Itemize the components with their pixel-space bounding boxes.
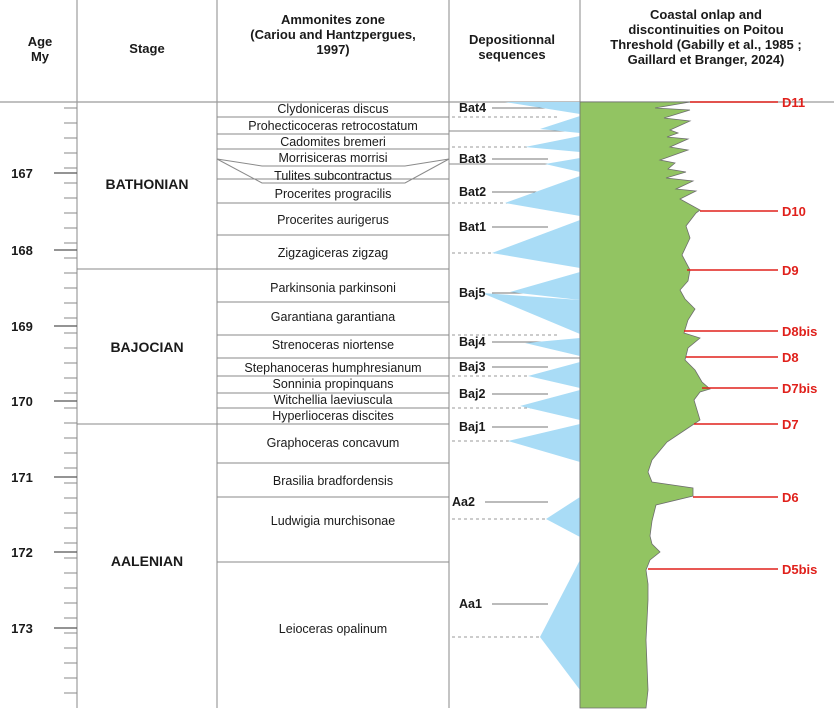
sequence-label: Bat1: [459, 220, 486, 234]
sequence-triangle: [525, 338, 580, 356]
discontinuity-label: D11: [782, 95, 805, 110]
header-onlap: Threshold (Gabilly et al., 1985 ;: [610, 37, 801, 52]
ammonite-zone-label: Clydoniceras discus: [277, 102, 388, 116]
header-zone: (Cariou and Hantzpergues,: [250, 27, 415, 42]
header-onlap: Gaillard et Branger, 2024): [628, 52, 785, 67]
header-onlap: Coastal onlap and: [650, 7, 762, 22]
sequence-triangle: [505, 176, 580, 216]
ammonite-zone-label: Morrisiceras morrisi: [278, 151, 387, 165]
header-zone: Ammonites zone: [281, 12, 385, 27]
sequence-triangle: [540, 116, 580, 133]
ammonite-zone-label: Ludwigia murchisonae: [271, 514, 395, 528]
header-stage: Stage: [129, 41, 164, 56]
sequence-triangle: [482, 293, 580, 334]
age-tick-label: 173: [11, 621, 33, 636]
sequence-triangle: [545, 158, 580, 172]
ammonite-zone-label: Hyperlioceras discites: [272, 409, 394, 423]
age-tick-label: 172: [11, 545, 33, 560]
ammonite-zone-label: Graphoceras concavum: [267, 436, 400, 450]
ammonite-zone-label: Stephanoceras humphresianum: [244, 361, 421, 375]
sequence-label: Baj3: [459, 360, 485, 374]
ammonite-zone-label: Cadomites bremeri: [280, 135, 386, 149]
ammonite-zone-label: Leioceras opalinum: [279, 622, 387, 636]
age-tick-label: 170: [11, 394, 33, 409]
sequence-triangle: [492, 220, 580, 268]
header-age: Age: [28, 34, 53, 49]
discontinuity-label: D10: [782, 204, 806, 219]
age-tick-label: 169: [11, 319, 33, 334]
ammonite-zone-label: Prohecticoceras retrocostatum: [248, 119, 418, 133]
header-sequences: sequences: [478, 47, 545, 62]
sequence-label: Baj4: [459, 335, 485, 349]
sequence-label: Baj1: [459, 420, 485, 434]
stage-label: BATHONIAN: [106, 176, 189, 192]
sequence-triangle: [520, 390, 580, 420]
sequence-label: Bat3: [459, 152, 486, 166]
ammonite-zone-label: Garantiana garantiana: [271, 310, 395, 324]
sequence-label: Bat4: [459, 101, 486, 115]
ammonite-zone-label: Zigzagiceras zigzag: [278, 246, 389, 260]
ammonite-zone-label: Strenoceras niortense: [272, 338, 394, 352]
discontinuity-label: D8bis: [782, 324, 817, 339]
ammonite-zone-label: Tulites subcontractus: [274, 169, 392, 183]
ammonite-zone-label: Witchellia laeviuscula: [274, 393, 393, 407]
sequence-triangle: [528, 362, 580, 388]
header-age: My: [31, 49, 50, 64]
sequence-label: Baj2: [459, 387, 485, 401]
header-sequences: Depositionnal: [469, 32, 555, 47]
sequence-label: Aa1: [459, 597, 482, 611]
sequence-triangle: [525, 136, 580, 152]
discontinuity-label: D8: [782, 350, 799, 365]
sequence-label: Baj5: [459, 286, 485, 300]
stage-label: BAJOCIAN: [110, 339, 183, 355]
sequence-label: Bat2: [459, 185, 486, 199]
age-tick-label: 168: [11, 243, 33, 258]
ammonite-zone-label: Brasilia bradfordensis: [273, 474, 393, 488]
ammonite-zone-label: Procerites progracilis: [275, 187, 392, 201]
header-zone: 1997): [316, 42, 349, 57]
stage-label: AALENIAN: [111, 553, 183, 569]
sequence-triangle: [510, 272, 580, 300]
sequence-triangle: [546, 497, 580, 537]
ammonite-zone-label: Sonninia propinquans: [273, 377, 394, 391]
ammonite-zone-label: Procerites aurigerus: [277, 213, 389, 227]
age-tick-label: 167: [11, 166, 33, 181]
sequence-label: Aa2: [452, 495, 475, 509]
sequence-triangle: [508, 424, 580, 497]
discontinuity-label: D7: [782, 417, 799, 432]
zone-boundary: [216, 158, 450, 184]
ammonite-zone-label: Parkinsonia parkinsoni: [270, 281, 396, 295]
coastal-onlap-curve: [579, 101, 711, 709]
age-tick-label: 171: [11, 470, 33, 485]
sequence-triangle: [505, 102, 580, 114]
zone-boundary: [216, 158, 450, 167]
discontinuity-label: D5bis: [782, 562, 817, 577]
discontinuity-label: D9: [782, 263, 799, 278]
sequence-triangle: [540, 560, 580, 690]
discontinuity-label: D6: [782, 490, 799, 505]
header-onlap: discontinuities on Poitou: [628, 22, 783, 37]
discontinuity-label: D7bis: [782, 381, 817, 396]
